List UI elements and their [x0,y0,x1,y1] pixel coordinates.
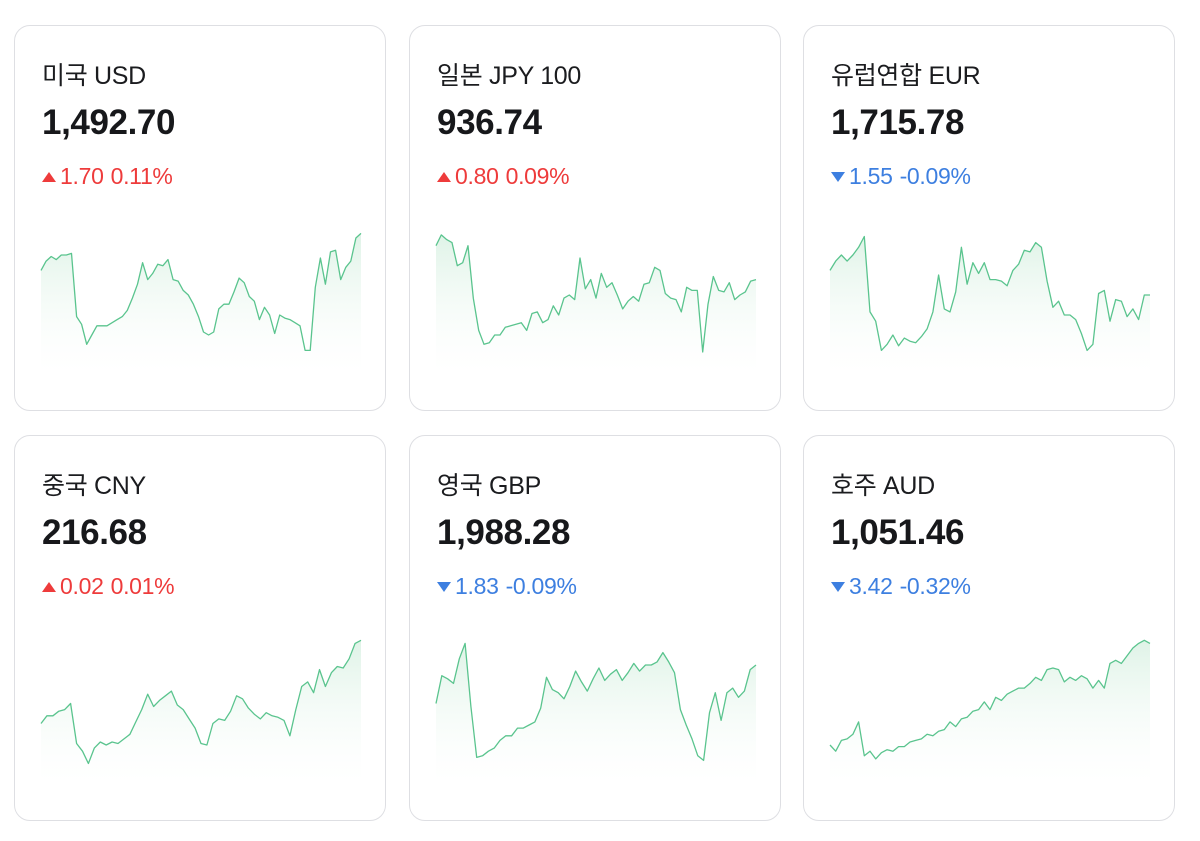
triangle-down-icon [437,581,451,592]
rate-card-usd[interactable]: 미국 USD 1,492.70 1.70 0.11% [14,25,386,411]
change-amount: 0.02 [60,573,104,599]
sparkline-line [829,235,1150,352]
rate-card-eur[interactable]: 유럽연합 EUR 1,715.78 1.55 -0.09% [803,25,1175,411]
rate-change: 3.42 -0.32% [831,573,971,600]
currency-name: 유럽연합 EUR [831,62,981,90]
sparkline-area [436,234,756,374]
rate-card-cny[interactable]: 중국 CNY 216.68 0.02 0.01% [14,435,386,821]
change-amount: 1.83 [455,573,499,599]
triangle-up-icon [42,171,56,182]
change-amount: 0.80 [455,163,499,189]
exchange-rate: 1,988.28 [437,513,571,552]
sparkline-area [41,233,361,374]
sparkline-line [435,642,757,762]
sparkline-area [41,640,361,784]
triangle-up-icon [437,171,451,182]
exchange-rate: 1,492.70 [42,103,176,142]
rate-change: 1.55 -0.09% [831,163,971,190]
change-percent: 0.09% [505,163,570,189]
triangle-down-icon [831,171,845,182]
exchange-rate: 1,715.78 [831,103,965,142]
change-percent: 0.11% [110,163,173,189]
currency-name: 호주 AUD [831,472,935,500]
rate-card-aud[interactable]: 호주 AUD 1,051.46 3.42 -0.32% [803,435,1175,821]
sparkline-chart [435,642,757,784]
rate-change: 0.80 0.09% [437,163,570,190]
sparkline-line [829,639,1151,760]
sparkline-line [435,234,757,353]
rate-card-jpy[interactable]: 일본 JPY 100 936.74 0.80 0.09% [409,25,781,411]
rate-card-gbp[interactable]: 영국 GBP 1,988.28 1.83 -0.09% [409,435,781,821]
change-amount: 1.55 [849,163,893,189]
change-percent: -0.09% [899,163,971,189]
sparkline-chart [40,232,362,374]
currency-name: 미국 USD [42,62,146,90]
sparkline-area [830,640,1150,784]
exchange-rate: 216.68 [42,513,147,552]
sparkline-area [830,236,1150,374]
change-amount: 3.42 [849,573,893,599]
rate-change: 1.70 0.11% [42,163,173,190]
change-percent: -0.32% [899,573,971,599]
change-percent: -0.09% [505,573,577,599]
sparkline-line [40,639,362,765]
change-amount: 1.70 [60,163,104,189]
change-percent: 0.01% [110,573,175,599]
currency-name: 영국 GBP [437,472,541,500]
sparkline-line [40,232,362,352]
sparkline-chart [435,234,757,374]
sparkline-area [436,643,756,784]
sparkline-chart [829,639,1151,784]
sparkline-chart [40,639,362,784]
currency-name: 일본 JPY 100 [437,62,582,90]
rate-change: 1.83 -0.09% [437,573,577,600]
sparkline-chart [829,235,1150,374]
triangle-down-icon [831,581,845,592]
rate-change: 0.02 0.01% [42,573,175,600]
exchange-rate: 936.74 [437,103,542,142]
exchange-rate: 1,051.46 [831,513,965,552]
currency-name: 중국 CNY [42,472,146,500]
triangle-up-icon [42,581,56,592]
